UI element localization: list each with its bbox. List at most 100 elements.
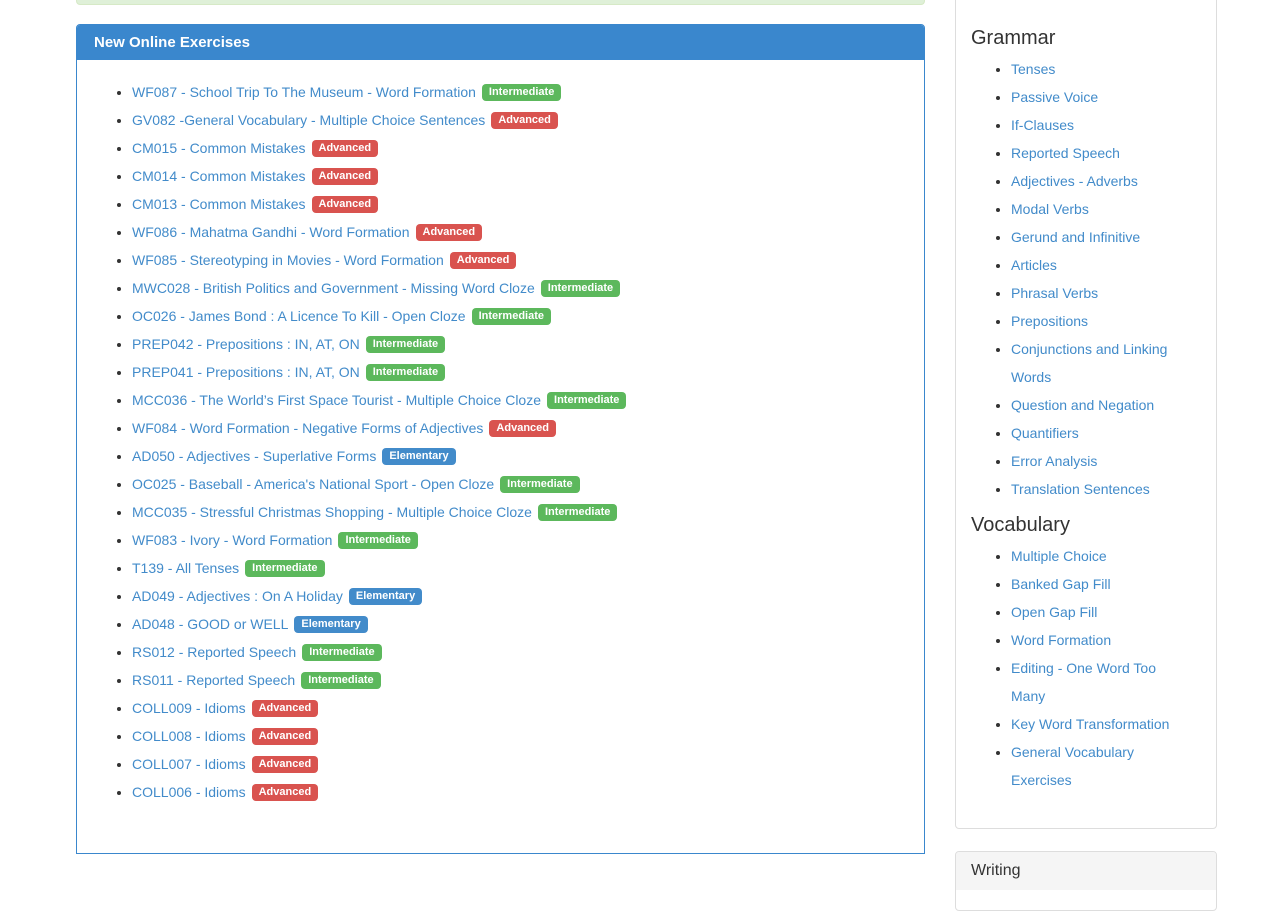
- sidebar-list-item: Adjectives - Adverbs: [1011, 167, 1201, 195]
- exercise-item: PREP042 - Prepositions : IN, AT, ON Inter…: [132, 330, 909, 358]
- grammar-list: Tenses Passive Voice If-Clauses Reported Sp…: [971, 55, 1201, 503]
- exercise-link[interactable]: COLL007 - Idioms: [132, 756, 246, 772]
- exercise-link[interactable]: T139 - All Tenses: [132, 560, 240, 576]
- sidebar-link[interactable]: Gerund and Infinitive: [1011, 229, 1141, 245]
- vocabulary-section: Vocabulary Multiple Choice Banked Gap Fil…: [971, 513, 1201, 794]
- sidebar: Grammar Tenses Passive Voice If-Clauses Rep…: [955, 0, 1217, 911]
- sidebar-link[interactable]: Reported Speech: [1011, 145, 1120, 161]
- exercise-link[interactable]: RS012 - Reported Speech: [132, 644, 297, 660]
- exercise-item: WF086 - Mahatma Gandhi - Word Formation A…: [132, 218, 909, 246]
- sidebar-list-item: Question and Negation: [1011, 391, 1201, 419]
- exercise-link[interactable]: RS011 - Reported Speech: [132, 672, 296, 688]
- exercise-item: MWC028 - British Politics and Government…: [132, 274, 909, 302]
- level-badge: Advanced: [415, 224, 483, 241]
- sidebar-list-item: Multiple Choice: [1011, 542, 1201, 570]
- exercise-link[interactable]: OC025 - Baseball - America's National Sp…: [132, 476, 495, 492]
- exercise-link[interactable]: AD049 - Adjectives : On A Holiday: [132, 588, 343, 604]
- exercise-link[interactable]: PREP041 - Prepositions : IN, AT, ON: [132, 364, 360, 380]
- exercise-link[interactable]: AD048 - GOOD or WELL: [132, 616, 289, 632]
- exercise-link[interactable]: CM015 - Common Mistakes: [132, 140, 306, 156]
- vocabulary-list: Multiple Choice Banked Gap Fill Open Gap F…: [971, 542, 1201, 794]
- sidebar-link[interactable]: Key Word Transformation: [1011, 716, 1170, 732]
- exercise-item: COLL008 - Idioms Advanced: [132, 722, 909, 750]
- level-badge: Intermediate: [481, 84, 562, 101]
- writing-heading: Writing: [956, 852, 1216, 890]
- sidebar-link[interactable]: Articles: [1011, 257, 1057, 273]
- sidebar-link[interactable]: Phrasal Verbs: [1011, 285, 1099, 301]
- sidebar-list-item: Banked Gap Fill: [1011, 570, 1201, 598]
- level-badge: Intermediate: [338, 532, 418, 549]
- level-badge: Advanced: [251, 728, 319, 745]
- level-badge: Intermediate: [302, 644, 382, 661]
- exercise-link[interactable]: WF086 - Mahatma Gandhi - Word Formation: [132, 224, 410, 240]
- exercise-link[interactable]: COLL006 - Idioms: [132, 784, 246, 800]
- exercise-item: GV082 -General Vocabulary - Multiple Cho…: [132, 106, 909, 134]
- exercise-item: AD050 - Adjectives - Superlative Forms El…: [132, 442, 909, 470]
- sidebar-link[interactable]: Adjectives - Adverbs: [1011, 173, 1138, 189]
- exercise-item: RS012 - Reported Speech Intermediate: [132, 638, 909, 666]
- level-badge: Intermediate: [540, 280, 621, 297]
- level-badge: Intermediate: [365, 336, 446, 353]
- sidebar-link[interactable]: Banked Gap Fill: [1011, 576, 1111, 592]
- exercise-item: WF087 - School Trip To The Museum - Word…: [132, 78, 909, 106]
- sidebar-link[interactable]: Quantifiers: [1011, 425, 1079, 441]
- exercise-item: PREP041 - Prepositions : IN, AT, ON Inter…: [132, 358, 909, 386]
- level-badge: Advanced: [251, 700, 319, 717]
- exercise-link[interactable]: WF087 - School Trip To The Museum - Word…: [132, 84, 476, 100]
- grammar-section: Grammar Tenses Passive Voice If-Clauses Rep…: [971, 26, 1201, 503]
- sidebar-link[interactable]: Modal Verbs: [1011, 201, 1089, 217]
- sidebar-link[interactable]: Error Analysis: [1011, 453, 1098, 469]
- exercise-link[interactable]: PREP042 - Prepositions : IN, AT, ON: [132, 336, 360, 352]
- exercise-link[interactable]: MCC036 - The World’s First Space Tourist…: [132, 392, 542, 408]
- level-badge: Advanced: [449, 252, 517, 269]
- sidebar-link[interactable]: Open Gap Fill: [1011, 604, 1098, 620]
- exercise-item: COLL007 - Idioms Advanced: [132, 750, 909, 778]
- sidebar-link[interactable]: Prepositions: [1011, 313, 1089, 329]
- level-badge: Intermediate: [471, 308, 552, 325]
- exercise-link[interactable]: WF085 - Stereotyping in Movies - Word Fo…: [132, 252, 444, 268]
- level-badge: Intermediate: [365, 364, 446, 381]
- sidebar-link[interactable]: General Vocabulary Exercises: [1011, 744, 1134, 788]
- exercise-link[interactable]: MCC035 - Stressful Christmas Shopping - …: [132, 504, 532, 520]
- exercise-link[interactable]: AD050 - Adjectives - Superlative Forms: [132, 448, 377, 464]
- sidebar-list-item: Passive Voice: [1011, 83, 1201, 111]
- sidebar-list-item: Tenses: [1011, 55, 1201, 83]
- level-badge: Elementary: [294, 616, 368, 633]
- sidebar-link[interactable]: Tenses: [1011, 61, 1056, 77]
- level-badge: Advanced: [311, 140, 379, 157]
- exercise-link[interactable]: OC026 - James Bond : A Licence To Kill -…: [132, 308, 466, 324]
- new-online-exercises-panel: New Online Exercises WF087 - School Trip…: [76, 24, 925, 854]
- exercise-item: MCC036 - The World’s First Space Tourist…: [132, 386, 909, 414]
- sidebar-list-item: If-Clauses: [1011, 111, 1201, 139]
- exercise-link[interactable]: COLL009 - Idioms: [132, 700, 246, 716]
- exercise-link[interactable]: WF084 - Word Formation - Negative Forms …: [132, 420, 484, 436]
- sidebar-list-item: Articles: [1011, 251, 1201, 279]
- sidebar-link[interactable]: Word Formation: [1011, 632, 1112, 648]
- sidebar-link[interactable]: Question and Negation: [1011, 397, 1155, 413]
- exercise-item: CM013 - Common Mistakes Advanced: [132, 190, 909, 218]
- exercise-link[interactable]: CM013 - Common Mistakes: [132, 196, 306, 212]
- sidebar-link[interactable]: Multiple Choice: [1011, 548, 1107, 564]
- sidebar-link[interactable]: Translation Sentences: [1011, 481, 1150, 497]
- sidebar-list-item: Translation Sentences: [1011, 475, 1201, 503]
- exercise-link[interactable]: GV082 -General Vocabulary - Multiple Cho…: [132, 112, 486, 128]
- exercise-link[interactable]: COLL008 - Idioms: [132, 728, 246, 744]
- exercise-item: AD049 - Adjectives : On A Holiday Element…: [132, 582, 909, 610]
- sidebar-list-item: Word Formation: [1011, 626, 1201, 654]
- exercise-link[interactable]: MWC028 - British Politics and Government…: [132, 280, 535, 296]
- exercise-item: WF084 - Word Formation - Negative Forms …: [132, 414, 909, 442]
- exercise-link[interactable]: WF083 - Ivory - Word Formation: [132, 532, 333, 548]
- sidebar-link[interactable]: Editing - One Word Too Many: [1011, 660, 1157, 704]
- panel-title: New Online Exercises: [77, 25, 924, 60]
- exercise-item: WF083 - Ivory - Word Formation Intermedia…: [132, 526, 909, 554]
- exercise-link[interactable]: CM014 - Common Mistakes: [132, 168, 306, 184]
- sidebar-link[interactable]: Passive Voice: [1011, 89, 1099, 105]
- level-badge: Advanced: [489, 420, 556, 437]
- exercise-item: MCC035 - Stressful Christmas Shopping - …: [132, 498, 909, 526]
- sidebar-link[interactable]: Conjunctions and Linking Words: [1011, 341, 1168, 385]
- exercise-item: WF085 - Stereotyping in Movies - Word Fo…: [132, 246, 909, 274]
- sidebar-link[interactable]: If-Clauses: [1011, 117, 1075, 133]
- sidebar-list-item: Editing - One Word Too Many: [1011, 654, 1201, 710]
- sidebar-list-item: Quantifiers: [1011, 419, 1201, 447]
- exercise-item: AD048 - GOOD or WELL Elementary: [132, 610, 909, 638]
